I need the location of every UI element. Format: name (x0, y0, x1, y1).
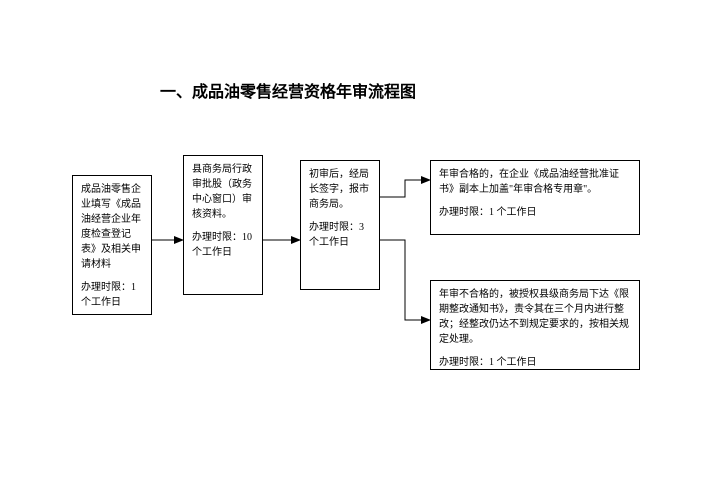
node-deadline-text: 办理时限：1 个工作日 (439, 355, 631, 370)
node-deadline-text: 办理时限：1 个工作日 (439, 205, 631, 220)
node-main-text: 年审不合格的，被授权县级商务局下达《限期整改通知书》，责令其在三个月内进行整改；… (439, 287, 631, 347)
node-main-text: 成品油零售企业填写《成品油经营企业年度检查登记表》及相关申请材料 (81, 182, 143, 272)
node-deadline-text: 办理时限：1 个工作日 (81, 280, 143, 310)
page-title: 一、成品油零售经营资格年审流程图 (160, 78, 416, 102)
flow-node-n5: 年审不合格的，被授权县级商务局下达《限期整改通知书》，责令其在三个月内进行整改；… (430, 280, 640, 370)
edge-n3-n5 (380, 240, 430, 320)
flow-node-n3: 初审后，经局长签字，报市商务局。办理时限：3 个工作日 (300, 160, 380, 290)
flow-node-n2: 县商务局行政审批股（政务中心窗口）审核资料。办理时限：10 个工作日 (183, 155, 263, 295)
flow-node-n4: 年审合格的，在企业《成品油经营批准证书》副本上加盖"年审合格专用章"。办理时限：… (430, 160, 640, 235)
node-deadline-text: 办理时限：10 个工作日 (192, 230, 254, 260)
flow-node-n1: 成品油零售企业填写《成品油经营企业年度检查登记表》及相关申请材料办理时限：1 个… (72, 175, 152, 315)
edge-n3-n4 (380, 180, 430, 197)
node-deadline-text: 办理时限：3 个工作日 (309, 220, 371, 250)
node-main-text: 县商务局行政审批股（政务中心窗口）审核资料。 (192, 162, 254, 222)
node-main-text: 年审合格的，在企业《成品油经营批准证书》副本上加盖"年审合格专用章"。 (439, 167, 631, 197)
node-main-text: 初审后，经局长签字，报市商务局。 (309, 167, 371, 212)
